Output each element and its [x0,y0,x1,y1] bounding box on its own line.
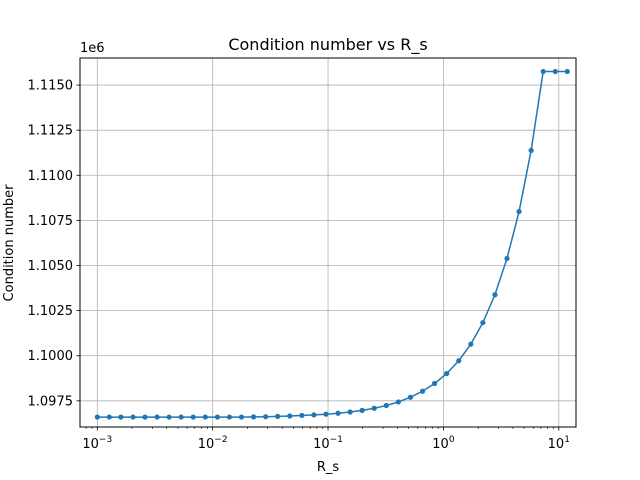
x-tick-label: 100 [432,435,455,452]
data-point [190,414,196,420]
data-point [238,414,245,420]
data-point [299,412,305,419]
data-point [456,358,462,364]
data-point [407,394,414,400]
data-point [395,399,401,405]
data-point [106,414,112,420]
x-tick-label-base: 10 [432,437,449,452]
x-tick-label: 10−3 [82,435,112,452]
data-point [504,255,510,262]
data-point [202,414,208,420]
y-tick-label: 1.1100 [28,169,74,184]
data-point [431,380,438,387]
data-point [166,414,172,420]
data-point [492,292,498,298]
series-group [94,68,570,420]
data-point [94,414,100,420]
data-point [323,411,329,417]
data-point [371,405,377,411]
x-tick-label-exponent: −1 [330,435,343,445]
y-axis-label: Condition number [2,184,17,302]
x-axis: 10−3 10−2 10−1 100 101 [82,427,570,452]
x-tick-label: 10−2 [198,435,228,452]
data-point [250,414,257,420]
data-point [564,68,570,75]
data-point [275,413,281,419]
chart-title: Condition number vs R_s [228,35,427,55]
y-tick-label: 1.1025 [28,304,74,319]
data-point [359,407,365,413]
data-point [178,414,184,420]
data-point [480,320,486,326]
data-point [226,414,233,420]
y-tick-label: 1.1050 [28,259,74,274]
data-point [516,208,522,215]
data-point [130,414,136,420]
x-tick-label: 101 [548,435,570,452]
data-point [154,414,160,420]
x-tick-label-exponent: 0 [449,435,455,445]
grid [80,58,576,427]
data-point [419,388,426,394]
data-point [347,409,353,415]
x-tick-label-base: 10 [548,437,565,452]
series-line [94,68,570,420]
x-tick-label-exponent: −2 [214,435,227,445]
data-point [468,341,474,347]
y-axis: 1.0975 1.1000 1.1025 1.1050 1.1075 1.1100 1.11… [28,79,80,409]
data-point [214,414,221,420]
series-path [97,70,568,418]
data-point [528,147,534,153]
x-tick-label-exponent: 1 [564,435,570,445]
y-tick-label: 1.0975 [28,394,74,409]
data-point [383,402,389,409]
data-point [263,414,269,420]
x-tick-label: 10−1 [313,435,343,452]
data-point [142,414,148,420]
data-point [287,413,293,419]
y-tick-label: 1.1150 [28,79,74,94]
y-tick-label: 1.1125 [28,124,74,139]
data-point [118,414,124,420]
data-point [311,412,317,418]
data-point [552,68,558,75]
data-point [444,370,450,377]
x-tick-label-exponent: −3 [99,435,112,445]
data-point [335,410,341,416]
x-tick-label-base: 10 [198,437,215,452]
x-tick-label-base: 10 [82,437,99,452]
y-offset-label: 1e6 [80,41,105,56]
x-tick-label-base: 10 [313,437,330,452]
y-tick-label: 1.1000 [28,349,74,364]
x-axis-label: R_s [317,460,340,475]
data-point [540,68,546,75]
y-tick-label: 1.1075 [28,214,74,229]
